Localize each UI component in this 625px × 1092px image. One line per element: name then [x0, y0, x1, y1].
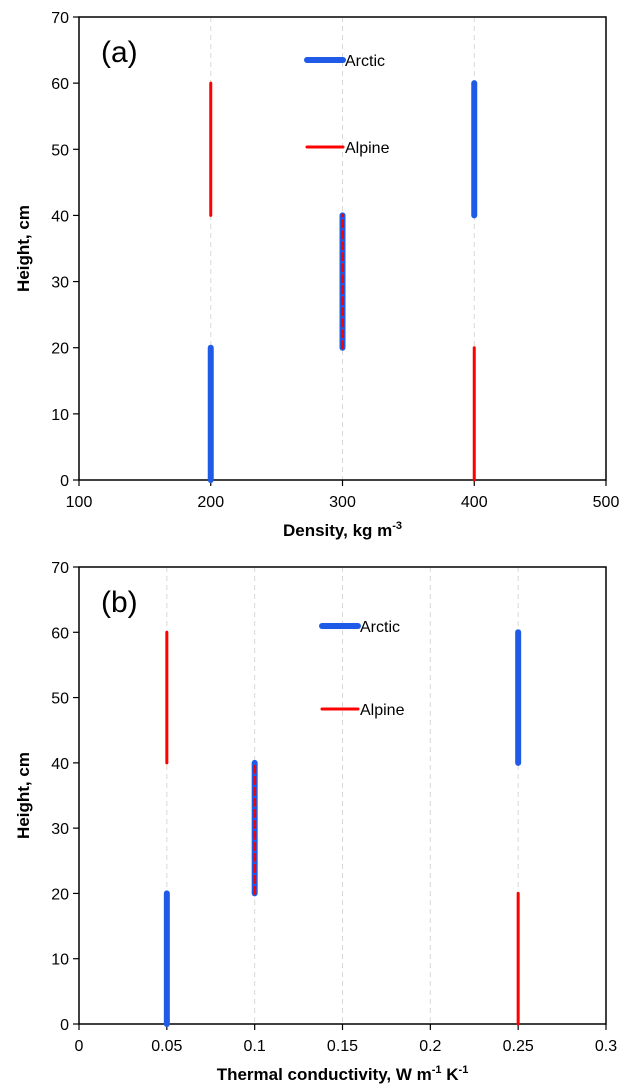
y-tick-label: 40 [51, 756, 69, 773]
x-tick-label: 300 [329, 494, 356, 511]
x-tick-label: 400 [461, 494, 488, 511]
y-axis-label: Height, cm [14, 752, 33, 839]
x-tick-label: 200 [197, 494, 224, 511]
x-axis-label-sup2: -1 [459, 1064, 469, 1076]
legend-label-arctic: Arctic [345, 53, 385, 70]
x-tick-label: 0.3 [595, 1038, 617, 1055]
panel-label: (a) [101, 36, 138, 69]
y-tick-label: 0 [60, 1017, 69, 1034]
y-tick-label: 20 [51, 341, 69, 358]
x-tick-label: 0.25 [503, 1038, 534, 1055]
y-axis-label: Height, cm [14, 205, 33, 292]
y-tick-label: 60 [51, 625, 69, 642]
panel-label: (b) [101, 586, 138, 619]
legend-label-alpine: Alpine [345, 140, 390, 157]
x-axis-label-main: Density, kg m [283, 521, 392, 540]
x-tick-label: 0.1 [244, 1038, 266, 1055]
x-axis-label-main: Thermal conductivity, W m [217, 1065, 432, 1084]
y-tick-label: 70 [51, 560, 69, 577]
legend-label-alpine: Alpine [360, 702, 405, 719]
x-axis-label: Thermal conductivity, W m-1 K-1 [217, 1064, 469, 1084]
legend-label-arctic: Arctic [360, 619, 400, 636]
y-tick-label: 50 [51, 691, 69, 708]
x-axis-label-mid: K [442, 1065, 460, 1084]
chart-panel-2: 0 10 20 30 40 50 60 70 0 0.05 0.1 0.15 0.2 0.25 0.3 Hei… [14, 560, 617, 1084]
y-tick-label: 10 [51, 407, 69, 424]
x-tick-label: 0.2 [419, 1038, 441, 1055]
x-axis-label-sup: -3 [392, 520, 402, 532]
y-tick-label: 30 [51, 821, 69, 838]
x-tick-label: 0.05 [151, 1038, 182, 1055]
legend: Arctic Alpine [304, 53, 390, 157]
x-axis-label-sup: -1 [432, 1064, 442, 1076]
y-tick-label: 50 [51, 142, 69, 159]
chart-panel-1: 0 10 20 30 40 50 60 70 100 200 300 400 500 Height, cm… [14, 10, 619, 540]
y-tick-label: 30 [51, 275, 69, 292]
y-tick-label: 20 [51, 886, 69, 903]
y-tick-label: 0 [60, 473, 69, 490]
y-tick-label: 60 [51, 76, 69, 93]
y-tick-label: 40 [51, 208, 69, 225]
x-tick-label: 0.15 [327, 1038, 358, 1055]
legend: Arctic Alpine [319, 619, 405, 719]
x-tick-label: 500 [593, 494, 620, 511]
x-axis-label: Density, kg m-3 [283, 520, 402, 540]
x-tick-label: 100 [66, 494, 93, 511]
x-tick-label: 0 [75, 1038, 84, 1055]
y-tick-label: 70 [51, 10, 69, 27]
y-tick-label: 10 [51, 952, 69, 969]
